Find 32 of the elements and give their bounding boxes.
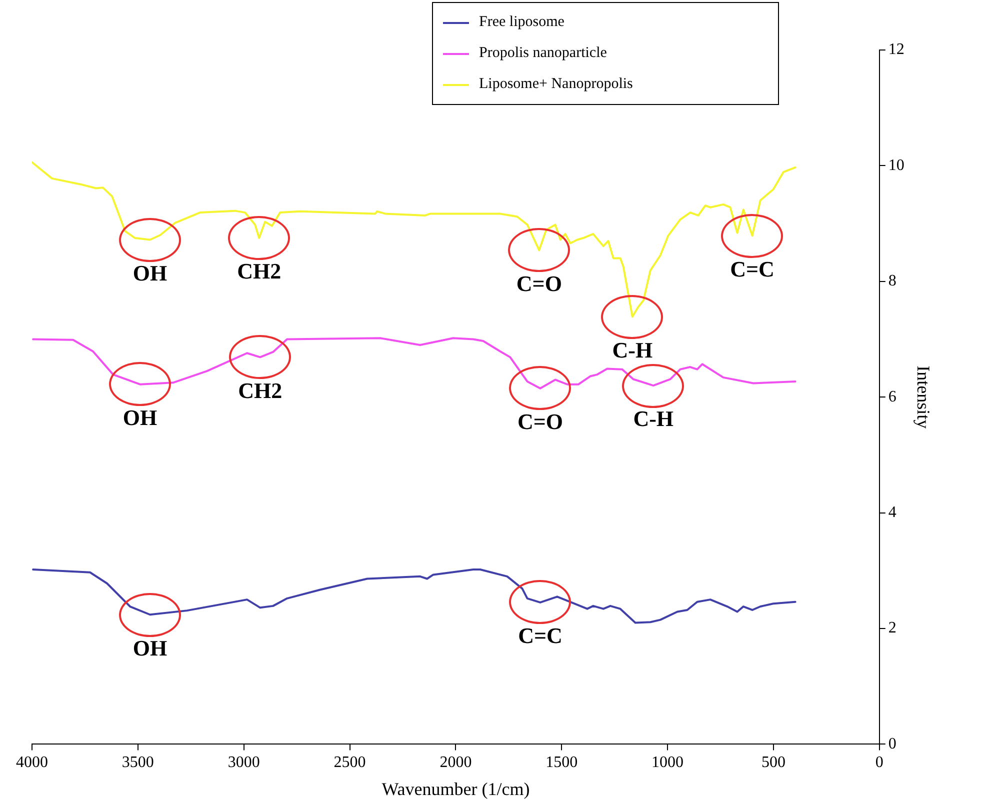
- x-tick-label: 0: [875, 754, 884, 772]
- y-tick-label: 10: [888, 156, 904, 174]
- legend-label: Free liposome: [479, 14, 564, 31]
- annotation: C=C: [730, 256, 774, 282]
- annotation: C-H: [633, 406, 674, 432]
- annotation: CH2: [237, 258, 282, 284]
- x-tick-label: 500: [761, 754, 786, 772]
- x-tick-label: 3000: [228, 754, 260, 772]
- annotation: C-H: [612, 337, 653, 362]
- y-tick-label: 12: [888, 41, 904, 58]
- annotation: OH: [132, 260, 168, 286]
- annotation: C=O: [517, 409, 563, 434]
- y-tick-label: 2: [888, 620, 896, 637]
- annotation: OH: [132, 635, 168, 660]
- legend-label: Propolis nanoparticle: [479, 45, 607, 62]
- y-tick-label: 6: [888, 388, 896, 406]
- y-tick-label: 8: [888, 272, 896, 290]
- y-tick-label: 0: [888, 735, 896, 752]
- x-tick-label: 2000: [440, 754, 472, 772]
- annotation: OH: [122, 405, 158, 430]
- y-axis-title: Intensity: [913, 366, 934, 429]
- annotation: C=O: [516, 270, 562, 296]
- legend-label: Liposome+ Nanopropolis: [479, 76, 633, 93]
- x-tick-label: 3500: [122, 754, 154, 772]
- x-tick-label: 4000: [16, 754, 48, 772]
- x-tick-label: 2500: [334, 754, 366, 772]
- x-tick-label: 1000: [652, 754, 684, 772]
- x-tick-label: 1500: [546, 754, 578, 772]
- annotation: CH2: [238, 378, 282, 403]
- y-tick-label: 4: [888, 504, 896, 522]
- annotation: C=C: [518, 623, 562, 648]
- x-axis-title: Wavenumber (1/cm): [382, 778, 530, 799]
